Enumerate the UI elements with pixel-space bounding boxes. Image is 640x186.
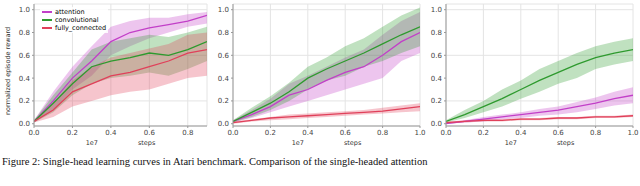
svg-text:0.8: 0.8: [182, 129, 193, 137]
html-text:1e7: 1e7: [85, 139, 98, 147]
svg-text:0.0: 0.0: [28, 129, 39, 137]
svg-text:0.2: 0.2: [431, 97, 442, 105]
svg-text:0.0: 0.0: [431, 120, 442, 128]
html-text:Figure 2: Single-head learning: Figure 2: Single-head learning curves in…: [2, 156, 428, 167]
svg-text:0.2: 0.2: [67, 129, 78, 137]
svg-text:0.6: 0.6: [431, 52, 443, 60]
svg-text:0.6: 0.6: [19, 52, 31, 60]
svg-text:0.6: 0.6: [553, 129, 565, 137]
svg-text:0.8: 0.8: [218, 29, 229, 37]
svg-text:1.0: 1.0: [218, 6, 229, 14]
svg-text:0.8: 0.8: [431, 29, 442, 37]
svg-text:0.4: 0.4: [431, 75, 443, 83]
html-text:steps: steps: [556, 139, 575, 147]
html-text:steps: steps: [343, 139, 362, 147]
svg-text:0.2: 0.2: [19, 97, 30, 105]
svg-text:0.8: 0.8: [377, 129, 388, 137]
svg-text:0.4: 0.4: [105, 129, 117, 137]
svg-text:0.6: 0.6: [340, 129, 352, 137]
svg-text:0.4: 0.4: [19, 75, 31, 83]
svg-text:0.4: 0.4: [218, 75, 230, 83]
svg-text:1.0: 1.0: [414, 129, 425, 137]
svg-text:1.0: 1.0: [627, 129, 632, 137]
svg-text:0.2: 0.2: [218, 97, 229, 105]
svg-text:1.0: 1.0: [19, 6, 30, 14]
svg-text:0.6: 0.6: [144, 129, 156, 137]
html-text:steps: steps: [137, 139, 156, 147]
svg-text:0.2: 0.2: [265, 129, 276, 137]
html-text:attention: attention: [55, 8, 85, 16]
html-text:1e7: 1e7: [291, 139, 304, 147]
svg-text:0.0: 0.0: [19, 120, 30, 128]
svg-text:0.0: 0.0: [218, 120, 229, 128]
svg-text:normalized episode reward: normalized episode reward: [8, 27, 12, 115]
svg-text:0.4: 0.4: [515, 129, 527, 137]
svg-text:0.0: 0.0: [440, 129, 451, 137]
html-text:1e7: 1e7: [504, 139, 517, 147]
svg-text:1.0: 1.0: [431, 6, 442, 14]
svg-text:0.0: 0.0: [227, 129, 238, 137]
svg-text:0.8: 0.8: [590, 129, 601, 137]
svg-text:0.6: 0.6: [218, 52, 230, 60]
html-text:fully_connected: fully_connected: [55, 24, 107, 32]
svg-text:0.4: 0.4: [302, 129, 314, 137]
html-text:convolutional: convolutional: [55, 16, 99, 24]
svg-text:0.2: 0.2: [478, 129, 489, 137]
svg-text:0.8: 0.8: [19, 29, 30, 37]
